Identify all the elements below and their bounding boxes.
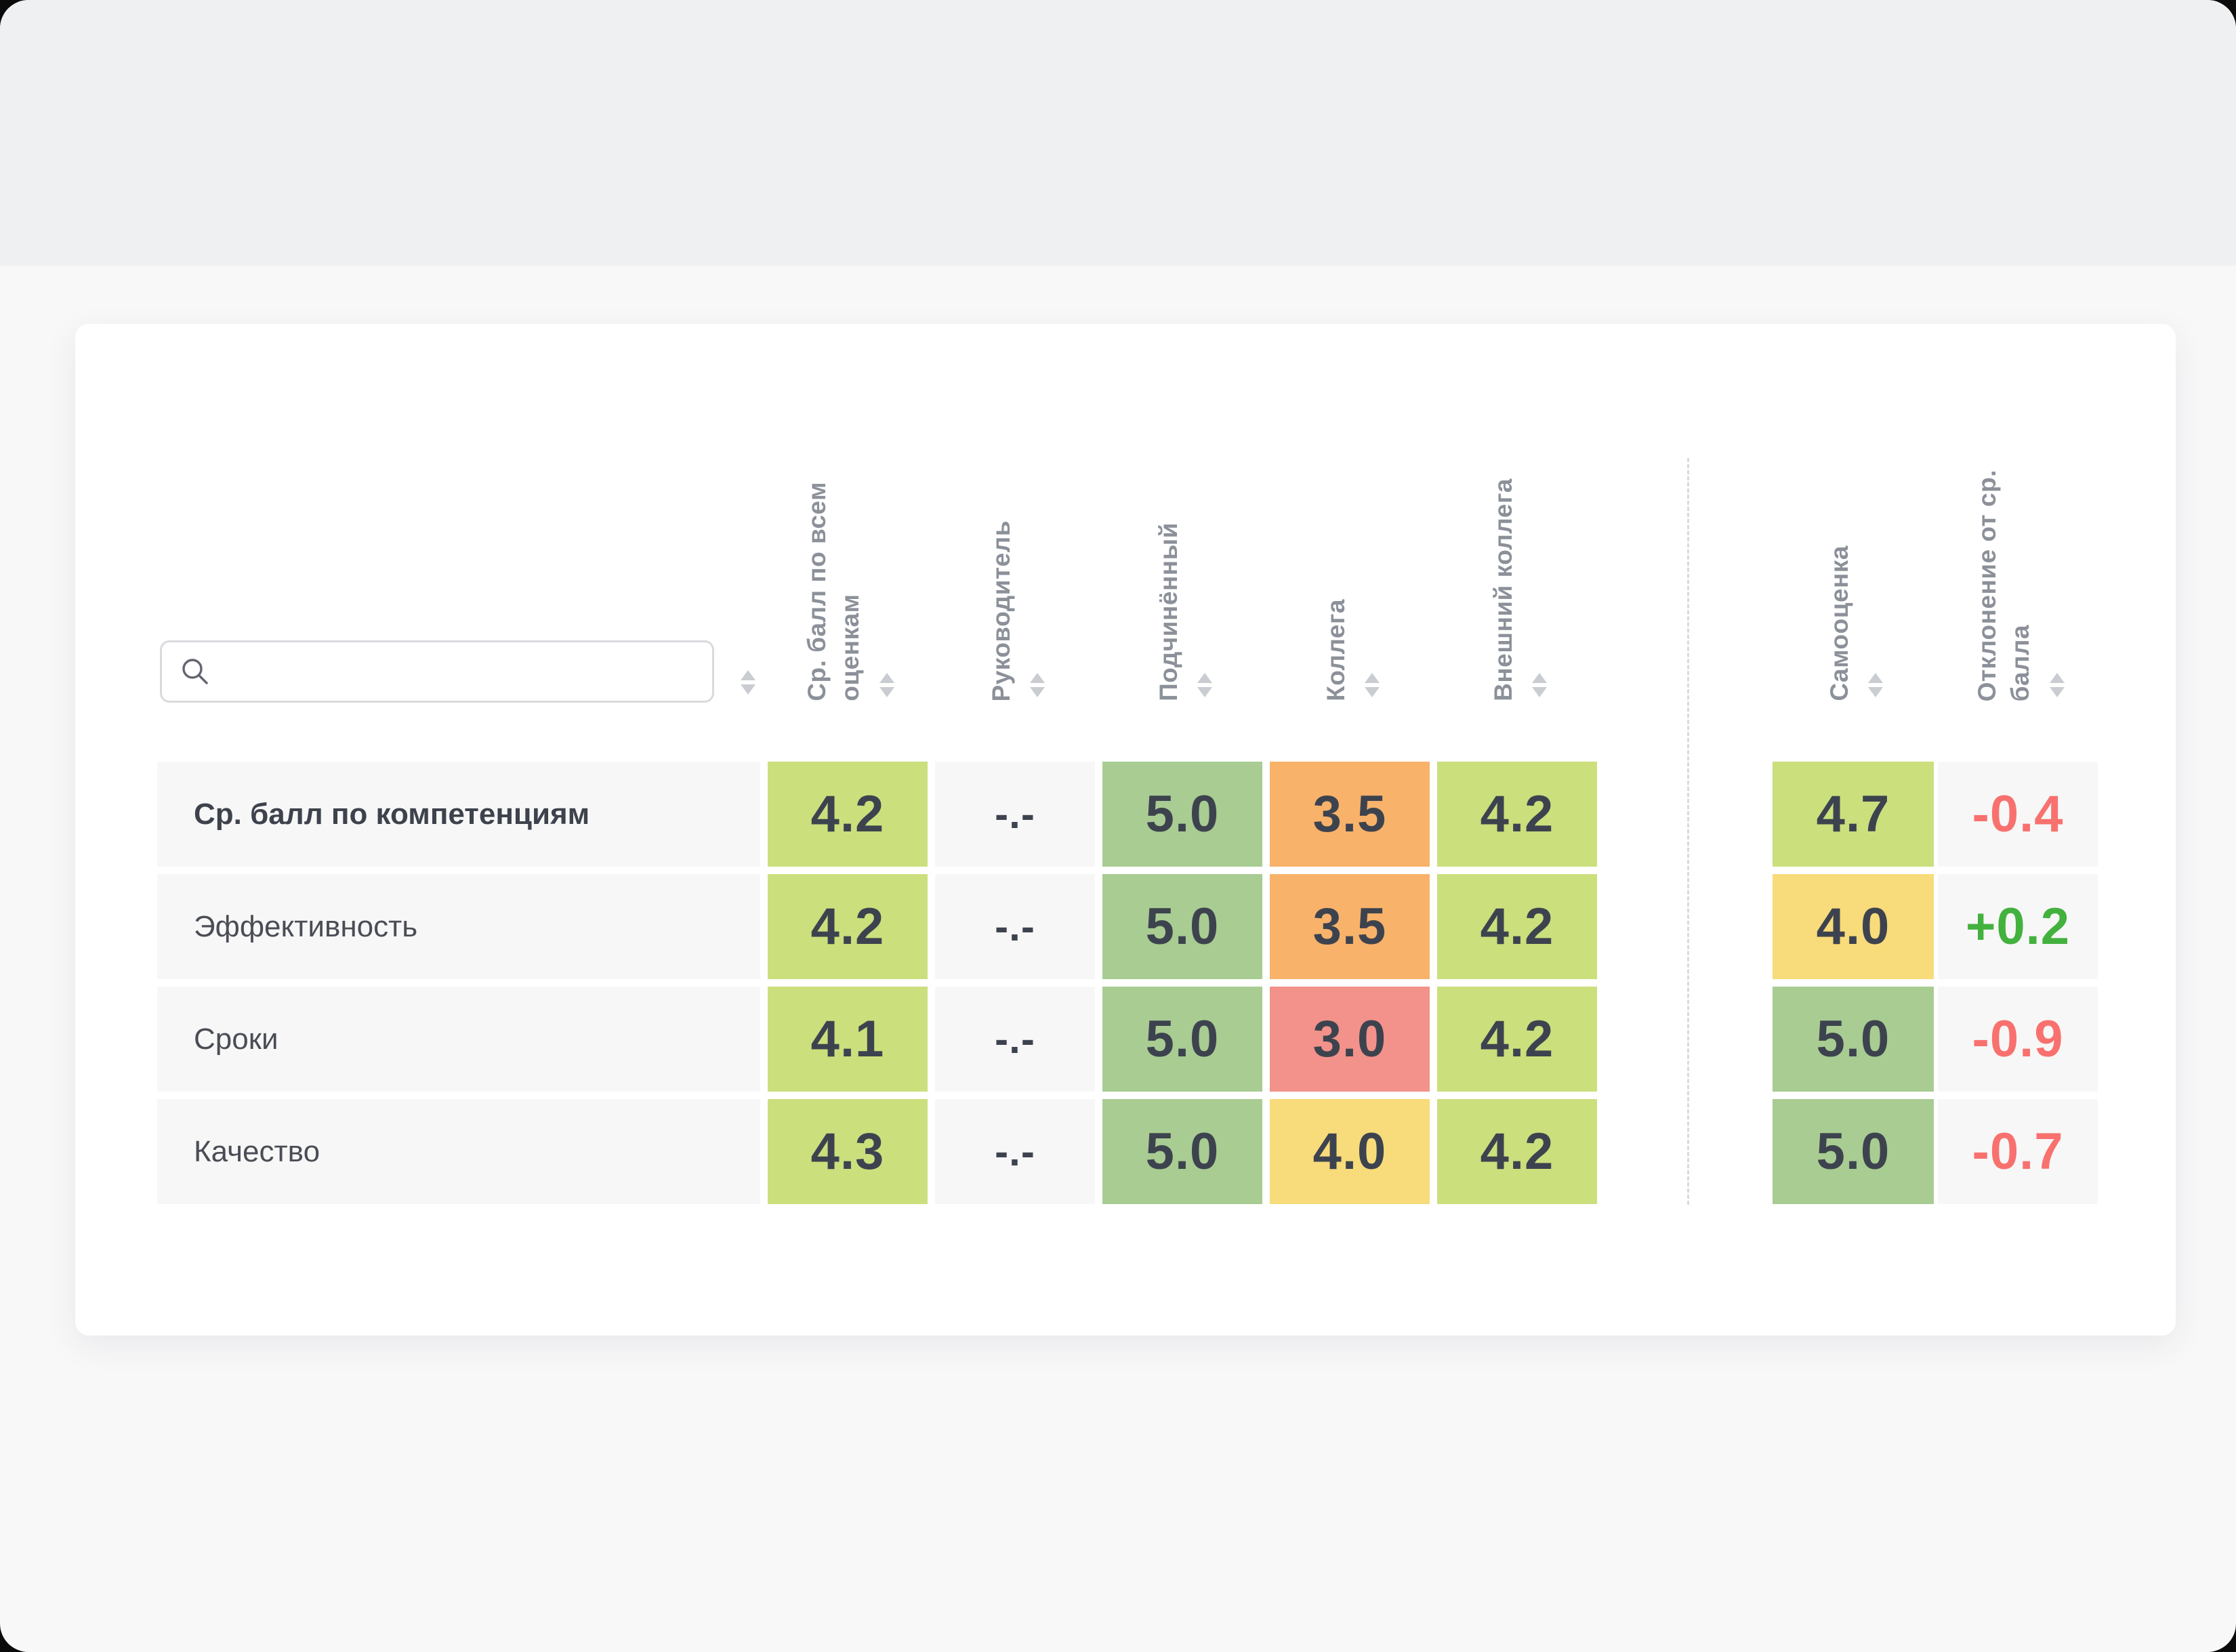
table-row: Качество 4.3 -.- 5.0 4.0 4.2 5.0 -0.7 bbox=[75, 1099, 2176, 1204]
sort-icon[interactable] bbox=[1868, 673, 1884, 697]
search-icon bbox=[182, 659, 208, 684]
sort-icon[interactable] bbox=[2049, 673, 2065, 697]
column-header-manager[interactable]: Руководитель bbox=[935, 376, 1095, 701]
score-cell: 5.0 bbox=[1102, 762, 1262, 867]
score-cell: 4.0 bbox=[1270, 1099, 1430, 1204]
column-header-label: Коллега bbox=[1321, 599, 1350, 701]
score-cell: 5.0 bbox=[1102, 874, 1262, 979]
table-row: Сроки 4.1 -.- 5.0 3.0 4.2 5.0 -0.9 bbox=[75, 987, 2176, 1092]
column-header-external-colleague[interactable]: Внешний коллега bbox=[1437, 376, 1597, 701]
sort-icon[interactable] bbox=[879, 673, 894, 697]
column-header-label: Самооценка bbox=[1825, 545, 1853, 701]
table-row: Ср. балл по компетенциям 4.2 -.- 5.0 3.5… bbox=[75, 762, 2176, 867]
sort-icon[interactable] bbox=[1365, 673, 1380, 697]
score-cell: 4.2 bbox=[1437, 1099, 1597, 1204]
search-box[interactable] bbox=[160, 640, 714, 703]
score-cell: 4.7 bbox=[1773, 762, 1934, 867]
column-header-label: Внешний коллега bbox=[1489, 478, 1517, 701]
search-input[interactable] bbox=[223, 656, 705, 687]
column-header-label: Отклонение от ср. балла bbox=[1973, 469, 2034, 701]
score-cell: -.- bbox=[935, 1099, 1095, 1204]
score-cell: 4.2 bbox=[1437, 987, 1597, 1092]
score-cell: 4.2 bbox=[1437, 762, 1597, 867]
column-header-colleague[interactable]: Коллега bbox=[1270, 376, 1430, 701]
score-cell: -.- bbox=[935, 987, 1095, 1092]
table-row: Эффективность 4.2 -.- 5.0 3.5 4.2 4.0 +0… bbox=[75, 874, 2176, 979]
column-header-label: Руководитель bbox=[987, 520, 1015, 701]
score-cell: 4.0 bbox=[1773, 874, 1934, 979]
table-body: Ср. балл по компетенциям 4.2 -.- 5.0 3.5… bbox=[75, 762, 2176, 1204]
column-header-self-assessment[interactable]: Самооценка bbox=[1773, 376, 1934, 701]
score-cell: 5.0 bbox=[1773, 1099, 1934, 1204]
score-cell: 3.5 bbox=[1270, 874, 1430, 979]
row-label: Ср. балл по компетенциям bbox=[157, 762, 760, 867]
column-header-deviation-from-avg[interactable]: Отклонение от ср. балла bbox=[1938, 376, 2098, 701]
scores-card: Ср. балл по всем оценкам Руководитель По… bbox=[75, 324, 2176, 1336]
deviation-cell: -0.4 bbox=[1938, 762, 2098, 867]
score-cell: 3.5 bbox=[1270, 762, 1430, 867]
score-cell: 5.0 bbox=[1102, 1099, 1262, 1204]
score-cell: 4.1 bbox=[768, 987, 928, 1092]
deviation-cell: -0.9 bbox=[1938, 987, 2098, 1092]
top-header-band bbox=[0, 0, 2236, 266]
score-cell: 4.3 bbox=[768, 1099, 928, 1204]
deviation-cell: +0.2 bbox=[1938, 874, 2098, 979]
sort-icon[interactable] bbox=[1532, 673, 1548, 697]
row-label: Сроки bbox=[157, 987, 760, 1092]
score-cell: 3.0 bbox=[1270, 987, 1430, 1092]
deviation-cell: -0.7 bbox=[1938, 1099, 2098, 1204]
sort-icon-competency-column[interactable] bbox=[741, 670, 755, 695]
row-label: Эффективность bbox=[157, 874, 760, 979]
row-label: Качество bbox=[157, 1099, 760, 1204]
sort-icon[interactable] bbox=[1030, 673, 1045, 697]
column-header-label: Подчинённый bbox=[1154, 522, 1182, 701]
score-cell: -.- bbox=[935, 874, 1095, 979]
table-header: Ср. балл по всем оценкам Руководитель По… bbox=[75, 324, 2176, 703]
score-cell: 4.2 bbox=[1437, 874, 1597, 979]
column-header-subordinate[interactable]: Подчинённый bbox=[1102, 376, 1262, 701]
score-cell: 5.0 bbox=[1773, 987, 1934, 1092]
score-cell: 4.2 bbox=[768, 762, 928, 867]
section-separator bbox=[1687, 458, 1689, 1205]
column-header-label: Ср. балл по всем оценкам bbox=[803, 482, 864, 701]
score-cell: 4.2 bbox=[768, 874, 928, 979]
score-cell: -.- bbox=[935, 762, 1095, 867]
score-cell: 5.0 bbox=[1102, 987, 1262, 1092]
column-header-avg-all-scores[interactable]: Ср. балл по всем оценкам bbox=[768, 376, 928, 701]
sort-icon[interactable] bbox=[1197, 673, 1213, 697]
